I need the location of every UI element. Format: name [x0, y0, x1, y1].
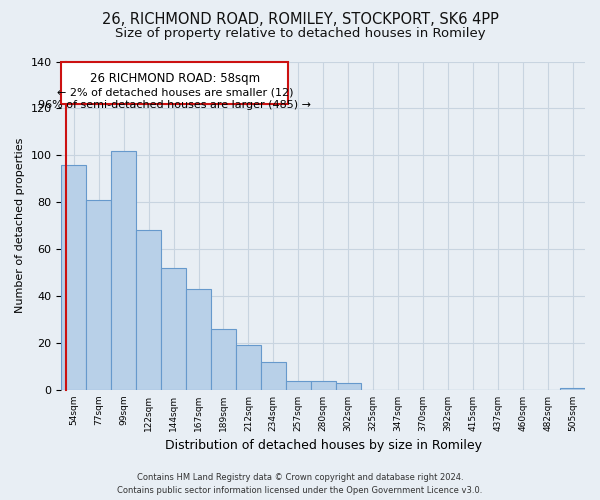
Text: Size of property relative to detached houses in Romiley: Size of property relative to detached ho… — [115, 28, 485, 40]
Bar — [186, 289, 211, 390]
Bar — [211, 329, 236, 390]
Y-axis label: Number of detached properties: Number of detached properties — [15, 138, 25, 314]
Bar — [335, 383, 361, 390]
Bar — [261, 362, 286, 390]
X-axis label: Distribution of detached houses by size in Romiley: Distribution of detached houses by size … — [165, 440, 482, 452]
Bar — [286, 380, 311, 390]
Bar — [61, 62, 288, 104]
Bar — [560, 388, 585, 390]
Text: 26 RICHMOND ROAD: 58sqm: 26 RICHMOND ROAD: 58sqm — [90, 72, 260, 85]
Text: 96% of semi-detached houses are larger (485) →: 96% of semi-detached houses are larger (… — [38, 100, 311, 110]
Bar — [136, 230, 161, 390]
Bar — [111, 150, 136, 390]
Text: 26, RICHMOND ROAD, ROMILEY, STOCKPORT, SK6 4PP: 26, RICHMOND ROAD, ROMILEY, STOCKPORT, S… — [101, 12, 499, 28]
Text: Contains HM Land Registry data © Crown copyright and database right 2024.
Contai: Contains HM Land Registry data © Crown c… — [118, 473, 482, 495]
Bar — [86, 200, 111, 390]
Bar — [161, 268, 186, 390]
Bar — [61, 164, 86, 390]
Bar — [236, 346, 261, 390]
Bar — [311, 380, 335, 390]
Text: ← 2% of detached houses are smaller (12): ← 2% of detached houses are smaller (12) — [56, 88, 293, 98]
